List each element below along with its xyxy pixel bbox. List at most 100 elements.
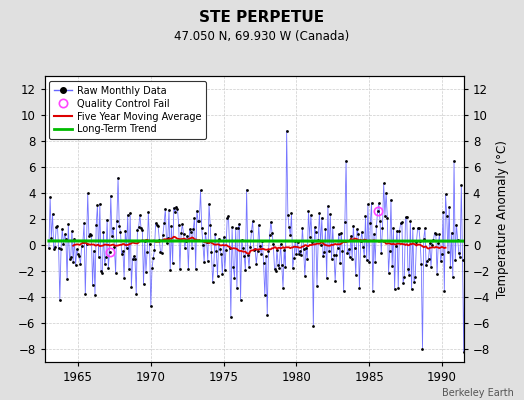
Point bbox=[302, 245, 310, 251]
Point bbox=[236, 296, 245, 303]
Point bbox=[80, 220, 88, 226]
Point bbox=[285, 224, 293, 230]
Text: STE PERPETUE: STE PERPETUE bbox=[200, 10, 324, 25]
Point bbox=[395, 228, 403, 234]
Point bbox=[139, 281, 148, 288]
Point bbox=[253, 248, 261, 254]
Point bbox=[276, 241, 285, 247]
Point bbox=[122, 245, 130, 251]
Point bbox=[52, 224, 60, 230]
Point bbox=[113, 218, 121, 224]
Point bbox=[353, 226, 361, 232]
Point bbox=[335, 230, 343, 237]
Point bbox=[211, 230, 219, 237]
Point bbox=[382, 190, 390, 196]
Point bbox=[183, 233, 191, 239]
Point bbox=[119, 248, 127, 254]
Point bbox=[120, 274, 128, 281]
Point bbox=[461, 226, 469, 232]
Point bbox=[305, 233, 314, 240]
Point bbox=[247, 228, 256, 235]
Point bbox=[341, 219, 349, 225]
Point bbox=[399, 279, 407, 286]
Point bbox=[257, 250, 265, 257]
Point bbox=[345, 254, 354, 260]
Point bbox=[151, 220, 160, 226]
Point bbox=[361, 213, 369, 220]
Point bbox=[290, 255, 298, 262]
Point bbox=[155, 236, 163, 243]
Point bbox=[417, 261, 425, 268]
Point bbox=[109, 225, 117, 231]
Point bbox=[351, 245, 359, 252]
Point bbox=[337, 230, 345, 236]
Point bbox=[63, 275, 71, 282]
Point bbox=[365, 259, 373, 265]
Point bbox=[275, 264, 283, 271]
Point bbox=[245, 264, 253, 270]
Point bbox=[349, 222, 357, 229]
Point bbox=[129, 253, 138, 260]
Point bbox=[270, 266, 279, 272]
Point bbox=[405, 272, 413, 278]
Point bbox=[427, 264, 435, 270]
Point bbox=[256, 243, 264, 250]
Point bbox=[102, 254, 110, 260]
Point bbox=[59, 241, 68, 248]
Point bbox=[225, 245, 234, 251]
Point bbox=[69, 259, 78, 265]
Point bbox=[154, 223, 162, 229]
Point bbox=[463, 216, 472, 222]
Point bbox=[432, 231, 440, 238]
Point bbox=[420, 236, 428, 242]
Point bbox=[296, 248, 304, 254]
Point bbox=[45, 245, 53, 252]
Point bbox=[271, 268, 280, 274]
Point bbox=[60, 231, 69, 238]
Point bbox=[248, 218, 257, 224]
Point bbox=[456, 254, 464, 261]
Point bbox=[444, 249, 452, 255]
Point bbox=[258, 238, 267, 244]
Point bbox=[433, 271, 441, 277]
Point bbox=[279, 284, 287, 291]
Point bbox=[352, 272, 360, 278]
Point bbox=[187, 229, 195, 235]
Point bbox=[348, 256, 356, 262]
Point bbox=[196, 187, 205, 194]
Point bbox=[99, 229, 107, 235]
Point bbox=[404, 265, 412, 272]
Legend: Raw Monthly Data, Quality Control Fail, Five Year Moving Average, Long-Term Tren: Raw Monthly Data, Quality Control Fail, … bbox=[49, 81, 206, 139]
Point bbox=[393, 227, 401, 234]
Point bbox=[48, 211, 57, 217]
Point bbox=[162, 240, 171, 246]
Point bbox=[178, 221, 187, 227]
Point bbox=[394, 284, 402, 291]
Point bbox=[318, 214, 326, 221]
Point bbox=[208, 249, 216, 256]
Point bbox=[269, 241, 278, 247]
Point bbox=[212, 248, 221, 254]
Point bbox=[246, 244, 255, 250]
Point bbox=[86, 230, 94, 237]
Point bbox=[147, 303, 155, 309]
Point bbox=[161, 206, 170, 212]
Point bbox=[64, 221, 72, 228]
Point bbox=[132, 291, 140, 297]
Point bbox=[315, 210, 324, 216]
Point bbox=[259, 260, 268, 266]
Point bbox=[319, 253, 327, 260]
Point bbox=[54, 244, 63, 251]
Point bbox=[286, 232, 294, 238]
Point bbox=[324, 203, 332, 209]
Point bbox=[446, 264, 455, 271]
Point bbox=[466, 242, 474, 248]
Point bbox=[358, 229, 366, 235]
Point bbox=[354, 231, 363, 237]
Point bbox=[283, 212, 292, 218]
Point bbox=[96, 200, 104, 207]
Point bbox=[152, 222, 161, 229]
Point bbox=[377, 250, 386, 256]
Point bbox=[223, 215, 232, 221]
Point bbox=[115, 223, 124, 229]
